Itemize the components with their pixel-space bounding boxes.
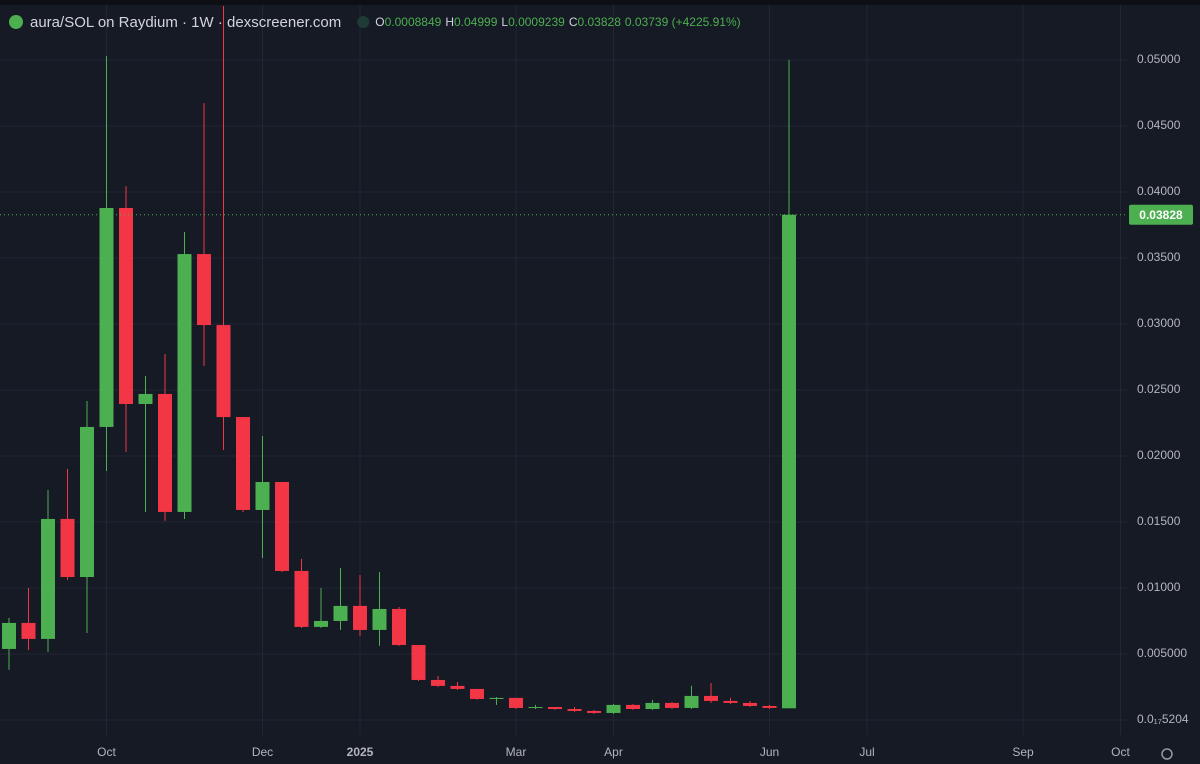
x-tick-label: Mar xyxy=(506,745,527,759)
candle-body xyxy=(606,704,621,713)
y-tick-label: 0.0₁₇5204 xyxy=(1137,712,1189,726)
y-tick-label: 0.01000 xyxy=(1137,580,1181,594)
y-tick-label: 0.04500 xyxy=(1137,118,1181,132)
settings-icon[interactable] xyxy=(1161,748,1173,760)
candle-body xyxy=(743,702,757,706)
ohlc-value: 0.03828 xyxy=(577,15,621,29)
y-tick-label: 0.005000 xyxy=(1137,646,1187,660)
candle-body xyxy=(80,426,94,578)
ohlc-value: 0.0008849 xyxy=(385,15,442,29)
x-tick-label: Jul xyxy=(859,745,874,759)
header: aura/SOL on Raydium · 1W · dexscreener.c… xyxy=(9,14,741,31)
candle-body xyxy=(645,702,660,709)
chart-title: aura/SOL on Raydium · 1W · dexscreener.c… xyxy=(30,14,341,31)
candle-body xyxy=(411,644,426,680)
ohlc-value: 0.0009239 xyxy=(508,15,565,29)
candle-body xyxy=(567,708,582,711)
status-icon xyxy=(357,16,370,28)
last-price-tag xyxy=(1129,204,1193,225)
y-tick-label: 0.01500 xyxy=(1137,514,1181,528)
candle-body xyxy=(236,417,250,510)
token-icon xyxy=(9,15,23,29)
candle-body xyxy=(99,207,114,427)
x-tick-label: Dec xyxy=(252,745,273,759)
candle-body xyxy=(177,254,192,512)
y-tick-label: 0.02500 xyxy=(1137,382,1181,396)
candle-body xyxy=(275,481,289,571)
candle-body xyxy=(470,688,484,699)
y-tick-label: 0.03000 xyxy=(1137,316,1181,330)
candle-body xyxy=(626,704,640,709)
price-change: 0.03739 (+4225.91%) xyxy=(625,15,741,29)
candle-body xyxy=(509,697,523,708)
candle-body xyxy=(255,481,270,510)
candle-body xyxy=(216,325,231,418)
y-tick-label: 0.04000 xyxy=(1137,184,1181,198)
candle-body xyxy=(665,702,679,708)
candle-body xyxy=(489,697,504,699)
y-tick-label: 0.03500 xyxy=(1137,250,1181,264)
ohlc-label: C xyxy=(569,15,578,29)
x-tick-label: Oct xyxy=(1111,745,1130,759)
candle-body xyxy=(528,707,543,709)
candle-body xyxy=(119,207,133,404)
candle-body xyxy=(723,700,738,703)
candle-body xyxy=(548,707,562,709)
candle-body xyxy=(587,710,601,713)
x-tick-label: 2025 xyxy=(347,745,374,759)
ohlc-label: H xyxy=(445,15,454,29)
x-tick-label: Sep xyxy=(1012,745,1034,759)
candles xyxy=(2,5,796,715)
candle-body xyxy=(60,518,75,578)
candle-body xyxy=(21,622,36,639)
y-tick-label: 0.02000 xyxy=(1137,448,1181,462)
candle-body xyxy=(314,620,328,627)
x-tick-label: Jun xyxy=(760,745,779,759)
ohlc-value: 0.04999 xyxy=(454,15,498,29)
candle-body xyxy=(704,695,718,701)
ohlc-label: L xyxy=(501,15,508,29)
candle-body xyxy=(684,695,699,708)
candle-body xyxy=(41,518,55,639)
candle-body xyxy=(450,685,465,689)
x-tick-label: Oct xyxy=(97,745,116,759)
candle-body xyxy=(431,679,445,686)
candle-body xyxy=(138,393,153,404)
top-border xyxy=(0,0,1200,5)
ohlc-label: O xyxy=(375,15,384,29)
candle-body xyxy=(294,570,309,627)
candle-body xyxy=(158,393,172,512)
candle-body xyxy=(333,605,348,621)
candle-body xyxy=(392,608,406,645)
y-tick-label: 0.05000 xyxy=(1137,52,1181,66)
candle-body xyxy=(762,705,777,708)
last-price-label: 0.03828 xyxy=(1139,208,1183,222)
candle-body xyxy=(197,254,211,326)
candle-body xyxy=(372,608,387,630)
candle-body xyxy=(782,214,796,709)
x-tick-label: Apr xyxy=(604,745,623,759)
candle-body xyxy=(2,622,16,649)
candle-body xyxy=(353,605,367,630)
